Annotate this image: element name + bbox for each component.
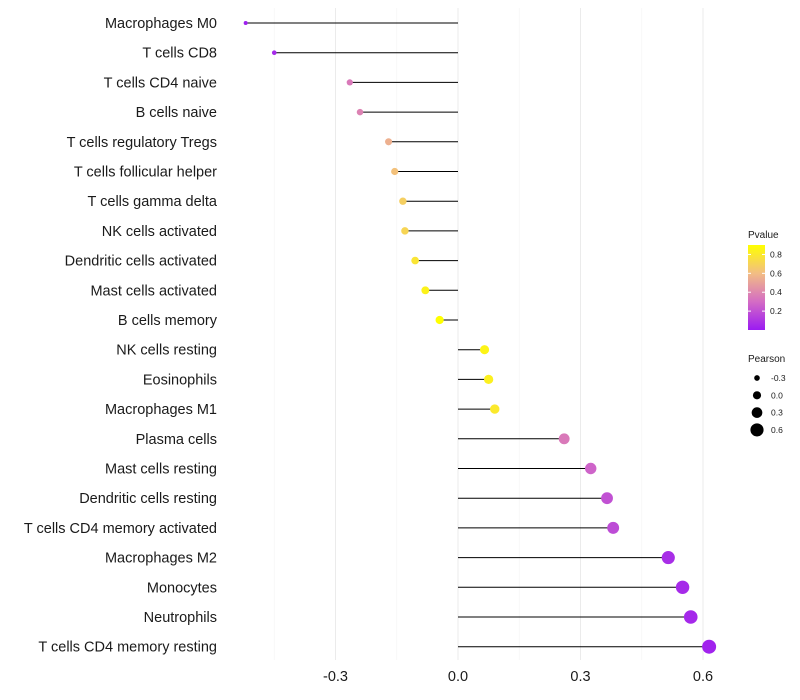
category-label: T cells follicular helper (74, 165, 217, 181)
lollipop-point (558, 433, 570, 445)
category-label: Neutrophils (144, 610, 217, 626)
category-label: Dendritic cells resting (79, 491, 217, 507)
lollipop-point (391, 167, 399, 176)
pearson-legend-label: 0.3 (771, 408, 783, 418)
category-label: Macrophages M2 (105, 551, 217, 567)
category-label: T cells regulatory Tregs (67, 135, 217, 151)
lollipop-point (435, 315, 444, 325)
category-label: Eosinophils (143, 372, 217, 388)
pearson-legend-title: Pearson (748, 354, 785, 365)
lollipop-point (356, 108, 364, 116)
pearson-legend: Pearson -0.3 0.0 0.3 0.6 (748, 354, 786, 437)
lollipop-point (243, 21, 248, 25)
category-label: NK cells activated (102, 224, 217, 240)
lollipop-point (661, 551, 675, 565)
x-tick-label: -0.3 (323, 669, 348, 685)
category-label: Mast cells activated (90, 283, 217, 299)
lollipop-point (411, 256, 419, 265)
category-label: NK cells resting (116, 343, 217, 359)
lollipop-point (421, 286, 430, 295)
category-label: T cells CD4 naive (104, 75, 217, 91)
gridlines (273, 8, 704, 660)
category-label: Dendritic cells activated (65, 254, 217, 270)
pvalue-colorbar (748, 245, 765, 330)
lollipop-marks (243, 21, 717, 654)
pearson-legend-point (754, 375, 760, 381)
lollipop-point (346, 79, 353, 86)
category-label: T cells CD8 (142, 46, 217, 62)
lollipop-point (683, 610, 698, 624)
pearson-legend-label: 0.6 (771, 425, 783, 435)
category-label: Plasma cells (136, 432, 217, 448)
lollipop-point (479, 345, 490, 355)
pvalue-legend: Pvalue 0.2 0.4 0.6 0.8 (748, 230, 782, 330)
x-tick-label: 0.0 (448, 669, 468, 685)
lollipop-point (399, 197, 407, 205)
category-label: T cells CD4 memory resting (38, 640, 217, 656)
pearson-legend-point (751, 407, 763, 418)
lollipop-point (607, 521, 620, 534)
pearson-legend-point (752, 391, 762, 400)
category-label: T cells CD4 memory activated (24, 521, 217, 537)
lollipop-point (385, 138, 393, 146)
category-label: B cells naive (136, 105, 217, 121)
colorbar-tick-label: 0.2 (770, 306, 782, 316)
category-label: Macrophages M1 (105, 402, 217, 418)
colorbar-tick-label: 0.6 (770, 268, 782, 278)
pearson-legend-label: 0.0 (771, 390, 783, 400)
lollipop-point (490, 404, 500, 414)
pearson-legend-point (750, 423, 764, 437)
category-label: T cells gamma delta (88, 194, 218, 210)
lollipop-point (584, 462, 597, 475)
x-tick-label: 0.3 (570, 669, 590, 685)
lollipop-point (484, 374, 494, 385)
lollipop-point (271, 50, 277, 56)
colorbar-tick-label: 0.8 (770, 249, 782, 259)
category-label: Monocytes (147, 580, 217, 596)
lollipop-point (675, 580, 690, 595)
category-label: B cells memory (118, 313, 218, 329)
pvalue-legend-title: Pvalue (748, 230, 779, 241)
category-label: Mast cells resting (105, 462, 217, 478)
x-axis-ticks: -0.3 0.0 0.3 0.6 (323, 669, 713, 685)
lollipop-point (601, 492, 613, 505)
category-label: Macrophages M0 (105, 16, 217, 32)
colorbar-tick-label: 0.4 (770, 287, 782, 297)
pearson-legend-label: -0.3 (771, 373, 786, 383)
lollipop-point (702, 639, 717, 654)
lollipop-point (401, 227, 409, 235)
category-labels: Macrophages M0 T cells CD8 T cells CD4 nai… (24, 16, 218, 656)
x-tick-label: 0.6 (693, 669, 713, 685)
